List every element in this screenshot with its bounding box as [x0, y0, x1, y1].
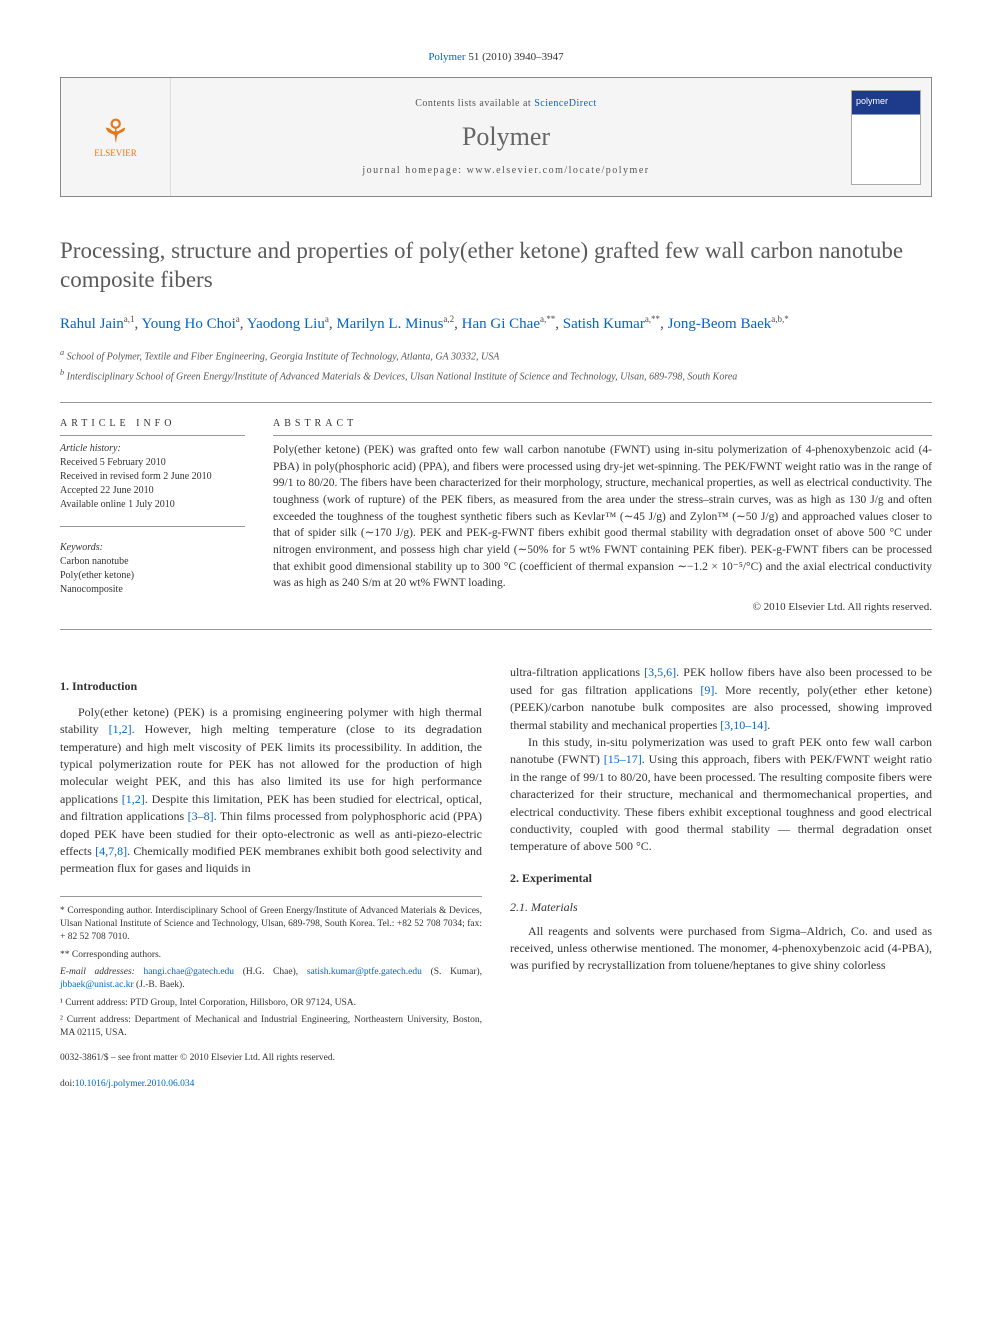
accepted-date: Accepted 22 June 2010: [60, 484, 245, 498]
author-link[interactable]: Yaodong Liu: [247, 316, 325, 332]
corresponding-note-2: ** Corresponding authors.: [60, 949, 482, 962]
issn-copyright-line: 0032-3861/$ – see front matter © 2010 El…: [60, 1052, 482, 1066]
email-link[interactable]: jbbaek@unist.ac.kr: [60, 980, 134, 990]
divider: [60, 526, 245, 527]
footnotes-block: * Corresponding author. Interdisciplinar…: [60, 896, 482, 1041]
intro-paragraph: Poly(ether ketone) (PEK) is a promising …: [60, 704, 482, 878]
author-link[interactable]: Han Gi Chae: [462, 316, 540, 332]
author-link[interactable]: Satish Kumar: [563, 316, 645, 332]
homepage-label: journal homepage:: [362, 165, 462, 176]
journal-cover-box: [841, 78, 931, 196]
sciencedirect-link[interactable]: ScienceDirect: [534, 98, 597, 109]
author-sup: a: [236, 314, 240, 324]
author-sup: a,2: [443, 314, 454, 324]
author-link[interactable]: Rahul Jain: [60, 316, 124, 332]
publisher-name: ELSEVIER: [94, 147, 137, 160]
body-text: .: [767, 718, 770, 732]
article-history-block: Article history: Received 5 February 201…: [60, 442, 245, 512]
ref-link[interactable]: [1,2]: [109, 722, 132, 736]
journal-name: Polymer: [171, 119, 841, 155]
affiliation-b: b Interdisciplinary School of Green Ener…: [60, 367, 932, 384]
abstract-text: Poly(ether ketone) (PEK) was grafted ont…: [273, 442, 932, 592]
email-who: (S. Kumar),: [422, 967, 482, 977]
article-info-column: ARTICLE INFO Article history: Received 5…: [60, 417, 245, 615]
info-abstract-row: ARTICLE INFO Article history: Received 5…: [60, 417, 932, 615]
header-middle: Contents lists available at ScienceDirec…: [171, 78, 841, 196]
doi-label: doi:: [60, 1079, 75, 1089]
contents-available-line: Contents lists available at ScienceDirec…: [171, 97, 841, 111]
ref-link[interactable]: [4,7,8]: [95, 844, 127, 858]
doi-line: doi:10.1016/j.polymer.2010.06.034: [60, 1078, 482, 1092]
journal-homepage-line: journal homepage: www.elsevier.com/locat…: [171, 164, 841, 178]
received-date: Received 5 February 2010: [60, 456, 245, 470]
current-address-2: ² Current address: Department of Mechani…: [60, 1014, 482, 1041]
author-link[interactable]: Marilyn L. Minus: [336, 316, 443, 332]
keyword: Poly(ether ketone): [60, 569, 245, 583]
divider: [60, 629, 932, 630]
keywords-label: Keywords:: [60, 541, 245, 555]
abstract-column: ABSTRACT Poly(ether ketone) (PEK) was gr…: [273, 417, 932, 615]
section-heading-intro: 1. Introduction: [60, 678, 482, 695]
email-link[interactable]: satish.kumar@ptfe.gatech.edu: [307, 967, 422, 977]
online-date: Available online 1 July 2010: [60, 498, 245, 512]
revised-date: Received in revised form 2 June 2010: [60, 470, 245, 484]
doi-link[interactable]: 10.1016/j.polymer.2010.06.034: [75, 1079, 195, 1089]
abstract-copyright: © 2010 Elsevier Ltd. All rights reserved…: [273, 600, 932, 615]
email-who: (H.G. Chae),: [234, 967, 307, 977]
ref-link[interactable]: [1,2]: [122, 792, 145, 806]
email-label: E-mail addresses:: [60, 967, 135, 977]
citation-line: Polymer 51 (2010) 3940–3947: [60, 50, 932, 65]
author-sup: a,**: [540, 314, 555, 324]
author-sup: a,**: [645, 314, 660, 324]
email-addresses-line: E-mail addresses: hangi.chae@gatech.edu …: [60, 966, 482, 993]
keyword: Nanocomposite: [60, 583, 245, 597]
keyword: Carbon nanotube: [60, 555, 245, 569]
subsection-heading-materials: 2.1. Materials: [510, 899, 932, 916]
article-info-heading: ARTICLE INFO: [60, 417, 245, 436]
author-sup: a,1: [124, 314, 135, 324]
body-text: ultra-filtration applications: [510, 665, 644, 679]
affiliations: a School of Polymer, Textile and Fiber E…: [60, 347, 932, 384]
elsevier-logo[interactable]: ⚘ ELSEVIER: [94, 115, 137, 160]
journal-cover-thumbnail[interactable]: [851, 90, 921, 185]
materials-paragraph: All reagents and solvents were purchased…: [510, 923, 932, 975]
ref-link[interactable]: [3–8]: [188, 809, 214, 823]
publisher-logo-box: ⚘ ELSEVIER: [61, 78, 171, 196]
journal-header-band: ⚘ ELSEVIER Contents lists available at S…: [60, 77, 932, 197]
divider: [60, 402, 932, 403]
author-link[interactable]: Young Ho Choi: [141, 316, 235, 332]
corresponding-note-1: * Corresponding author. Interdisciplinar…: [60, 905, 482, 945]
intro-paragraph-2: In this study, in-situ polymerization wa…: [510, 734, 932, 856]
ref-link[interactable]: [9]: [700, 683, 714, 697]
ref-link[interactable]: [3,10–14]: [720, 718, 767, 732]
keywords-block: Keywords: Carbon nanotube Poly(ether ket…: [60, 541, 245, 597]
section-heading-experimental: 2. Experimental: [510, 870, 932, 887]
ref-link[interactable]: [15–17]: [604, 752, 642, 766]
body-two-columns: 1. Introduction Poly(ether ketone) (PEK)…: [60, 664, 932, 1092]
article-title: Processing, structure and properties of …: [60, 237, 932, 295]
citation-journal-link[interactable]: Polymer: [428, 51, 465, 63]
history-label: Article history:: [60, 442, 245, 456]
body-text: . Using this approach, fibers with PEK/F…: [510, 752, 932, 853]
author-sup: a,b,*: [771, 314, 789, 324]
elsevier-tree-icon: ⚘: [94, 115, 137, 147]
left-column: 1. Introduction Poly(ether ketone) (PEK)…: [60, 664, 482, 1092]
email-who: (J.-B. Baek).: [134, 980, 185, 990]
abstract-heading: ABSTRACT: [273, 417, 932, 436]
affiliation-a: a School of Polymer, Textile and Fiber E…: [60, 347, 932, 364]
contents-text: Contents lists available at: [415, 98, 531, 109]
email-link[interactable]: hangi.chae@gatech.edu: [144, 967, 235, 977]
intro-paragraph-continued: ultra-filtration applications [3,5,6]. P…: [510, 664, 932, 734]
citation-volpages: 51 (2010) 3940–3947: [468, 51, 563, 63]
author-sup: a: [325, 314, 329, 324]
authors-list: Rahul Jaina,1, Young Ho Choia, Yaodong L…: [60, 313, 932, 336]
right-column: ultra-filtration applications [3,5,6]. P…: [510, 664, 932, 1092]
author-link[interactable]: Jong-Beom Baek: [668, 316, 772, 332]
homepage-url[interactable]: www.elsevier.com/locate/polymer: [467, 165, 650, 176]
article-page: Polymer 51 (2010) 3940–3947 ⚘ ELSEVIER C…: [0, 0, 992, 1142]
current-address-1: ¹ Current address: PTD Group, Intel Corp…: [60, 997, 482, 1010]
ref-link[interactable]: [3,5,6]: [644, 665, 676, 679]
